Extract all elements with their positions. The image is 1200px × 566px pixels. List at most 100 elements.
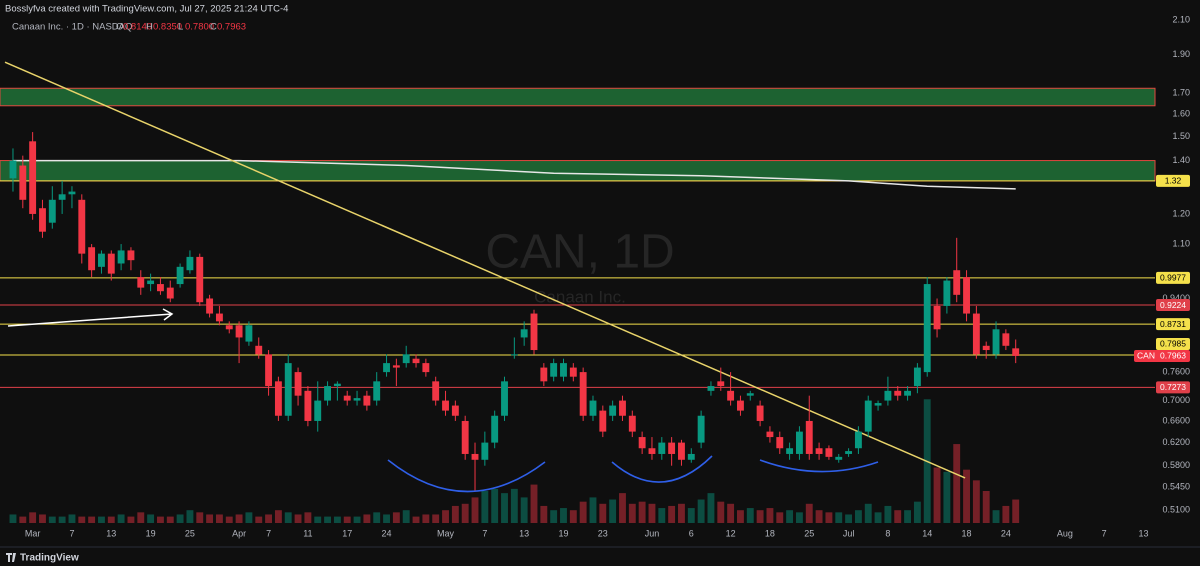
- x-tick-label: 24: [1001, 528, 1011, 538]
- y-tick-label: 0.6200: [1162, 437, 1190, 447]
- y-tick-label: 0.7600: [1162, 366, 1190, 376]
- volume-bar: [874, 512, 882, 523]
- volume-bar: [196, 512, 204, 523]
- volume-bar: [481, 491, 489, 523]
- volume-bar: [717, 501, 725, 523]
- candle-body: [481, 442, 489, 460]
- candle-body: [343, 395, 351, 401]
- x-tick-label: 7: [69, 528, 74, 538]
- candle-body: [274, 381, 282, 416]
- candle-body: [638, 437, 646, 449]
- volume-bar: [225, 516, 233, 523]
- volume-bar: [422, 514, 430, 523]
- level-label-bg: [1156, 299, 1190, 312]
- candle-body: [392, 365, 400, 368]
- candle-body: [913, 367, 921, 387]
- volume-bar: [510, 488, 518, 523]
- candle-body: [127, 250, 135, 261]
- drawings: [4, 61, 1016, 479]
- volume-bar: [314, 516, 322, 523]
- candle-body: [48, 199, 56, 223]
- volume-bar: [1002, 505, 1010, 523]
- y-tick-label: 1.40: [1172, 155, 1190, 165]
- volume-bar: [786, 510, 794, 523]
- candle-body: [98, 253, 105, 267]
- volume-bar: [432, 514, 440, 523]
- legend-name: Canaan Inc. · 1D · NASDAQ: [12, 22, 132, 33]
- volume-bar: [520, 497, 528, 523]
- volume-bar: [737, 510, 744, 523]
- x-tick-label: May: [437, 528, 455, 538]
- candle-body: [884, 390, 892, 401]
- volume-bar: [491, 488, 499, 523]
- volume-bar: [39, 514, 46, 523]
- candle-body: [530, 313, 538, 351]
- candle-body: [520, 329, 528, 338]
- candle-body: [540, 367, 548, 382]
- candle-body: [707, 386, 715, 391]
- candle-body: [29, 141, 37, 214]
- candle-body: [1012, 348, 1020, 356]
- volume-bar: [471, 497, 479, 523]
- time-axis: Mar 7 13 19 25 Apr 7 11 17 24 May 7 13 19 23 Jun 6 12 18 25…: [25, 528, 1149, 538]
- y-tick-label: 0.9400: [1162, 293, 1190, 303]
- volume-bar: [776, 512, 784, 523]
- level-label: 0.9224: [1160, 300, 1186, 310]
- credit: Bosslyfva created with TradingView.com, …: [5, 4, 288, 15]
- volume-bar: [560, 508, 567, 523]
- candle-body: [245, 325, 253, 342]
- zone: [0, 87, 1156, 107]
- candle-body: [756, 405, 764, 421]
- volume-bar: [274, 510, 282, 523]
- volume-bar: [166, 516, 174, 523]
- level-label: 0.9977: [1160, 273, 1186, 283]
- x-tick-label: Mar: [25, 528, 41, 538]
- candle-body: [628, 415, 636, 432]
- levels: [0, 180, 1155, 388]
- zone: [0, 160, 1156, 182]
- x-tick-label: 6: [689, 528, 694, 538]
- legend-value: 0.8350: [153, 22, 182, 33]
- x-tick-label: Jun: [645, 528, 660, 538]
- volume-bar: [451, 505, 459, 523]
- y-tick-label: 0.5800: [1162, 460, 1190, 470]
- candle-body: [619, 400, 626, 416]
- volume-bar: [609, 499, 617, 523]
- x-tick-label: 13: [106, 528, 116, 538]
- moving-average: [13, 159, 1016, 190]
- candle-body: [117, 250, 125, 264]
- candle-body: [815, 448, 823, 454]
- y-tick-label: 1.20: [1172, 208, 1190, 218]
- x-tick-label: Apr: [232, 528, 246, 538]
- watermark: CAN, 1D Canaan Inc.: [485, 226, 674, 307]
- level-label: 0.7273: [1160, 382, 1186, 392]
- x-tick-label: Aug: [1057, 528, 1073, 538]
- candle-body: [501, 381, 508, 416]
- candle-body: [304, 390, 312, 421]
- volume-bar: [805, 503, 813, 523]
- volume-bar: [9, 514, 17, 523]
- candle-body: [196, 256, 204, 303]
- candle-body: [137, 277, 145, 288]
- volume-bar: [894, 510, 902, 523]
- candle-body: [845, 451, 853, 454]
- y-tick-label: 0.5100: [1162, 505, 1190, 515]
- y-tick-label: 1.70: [1172, 88, 1190, 98]
- x-tick-label: 14: [922, 528, 932, 538]
- x-tick-label: 23: [598, 528, 608, 538]
- volume: [9, 399, 1020, 523]
- candle-body: [687, 453, 695, 460]
- candle-body: [550, 363, 558, 377]
- x-tick-label: 24: [382, 528, 392, 538]
- legend-value: 0.8140: [123, 22, 152, 33]
- candle-body: [668, 442, 676, 454]
- legend-key: H: [146, 22, 153, 33]
- candle-body: [373, 381, 381, 401]
- candle-body: [265, 354, 273, 387]
- zones: [0, 87, 1156, 182]
- candle-body: [697, 415, 705, 443]
- candle-body: [206, 298, 214, 314]
- volume-bar: [963, 469, 970, 523]
- volume-bar: [304, 512, 312, 523]
